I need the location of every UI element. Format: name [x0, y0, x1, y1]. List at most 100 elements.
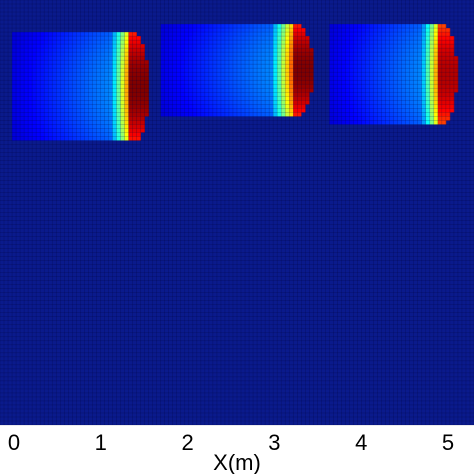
heatmap-cell [437, 88, 443, 93]
heatmap-cell [309, 72, 314, 77]
heatmap-cell [385, 24, 390, 29]
heatmap-cell [132, 52, 137, 57]
heatmap-cell [44, 36, 49, 41]
heatmap-cell [237, 24, 242, 29]
heatmap-cell [445, 48, 451, 53]
heatmap-cell [345, 40, 350, 45]
heatmap-cell [212, 68, 218, 73]
heatmap-cell [40, 104, 45, 109]
heatmap-cell [196, 88, 202, 93]
heatmap-cell [220, 76, 226, 81]
heatmap-cell [168, 60, 174, 65]
heatmap-cell [76, 40, 81, 45]
heatmap-cell [104, 48, 109, 53]
heatmap-cell [389, 92, 394, 97]
heatmap-cell [60, 32, 65, 37]
heatmap-cell [453, 84, 459, 89]
heatmap-cell [76, 84, 81, 89]
heatmap-cell [377, 76, 382, 81]
heatmap-cell [220, 104, 226, 109]
heatmap-cell [413, 120, 419, 125]
heatmap-cell [132, 76, 137, 81]
heatmap-cell [44, 60, 49, 65]
heatmap-cell [397, 88, 402, 93]
heatmap-cell [52, 44, 57, 49]
heatmap-cell [128, 44, 133, 49]
heatmap-cell [413, 48, 419, 53]
heatmap-cell [48, 80, 53, 85]
heatmap-cell [36, 88, 41, 93]
heatmap-cell [184, 68, 190, 73]
heatmap-cell [389, 96, 394, 101]
heatmap-cell [212, 92, 218, 97]
heatmap-cell [124, 68, 129, 73]
heatmap-cell [72, 116, 77, 121]
heatmap-cell [80, 124, 85, 129]
heatmap-cell [120, 80, 125, 85]
heatmap-cell [56, 100, 61, 105]
heatmap-cell [44, 120, 49, 125]
heatmap-cell [405, 48, 411, 53]
heatmap-cell [281, 32, 286, 37]
heatmap-cell [349, 40, 354, 45]
heatmap-cell [301, 48, 306, 53]
heatmap-cell [40, 64, 45, 69]
heatmap-cell [196, 80, 202, 85]
heatmap-cell [237, 48, 242, 53]
heatmap-cell [245, 80, 250, 85]
heatmap-cell [200, 44, 206, 49]
heatmap-cell [249, 76, 254, 81]
heatmap-cell [76, 128, 81, 133]
heatmap-cell [40, 52, 45, 57]
heatmap-cell [369, 84, 374, 89]
heatmap-cell [24, 92, 29, 97]
heatmap-cell [128, 32, 133, 37]
heatmap-cell [373, 104, 378, 109]
heatmap-cell [40, 76, 45, 81]
heatmap-cell [80, 76, 85, 81]
heatmap-cell [72, 56, 77, 61]
heatmap-cell [249, 88, 254, 93]
heatmap-cell [144, 104, 149, 109]
x-tick-label: 2 [181, 430, 193, 455]
heatmap-cell [12, 112, 17, 117]
heatmap-cell [164, 24, 170, 29]
heatmap-cell [365, 88, 370, 93]
heatmap-cell [345, 80, 350, 85]
heatmap-cell [188, 36, 194, 41]
heatmap-cell [329, 52, 334, 57]
heatmap-cell [200, 32, 206, 37]
heatmap-cell [112, 88, 117, 93]
heatmap-cell [16, 76, 21, 81]
heatmap-cell [56, 124, 61, 129]
heatmap-cell [261, 56, 266, 61]
heatmap-cell [389, 36, 394, 41]
heatmap-cell [92, 48, 97, 53]
heatmap-cell [253, 48, 258, 53]
heatmap-cell [381, 36, 386, 41]
heatmap-cell [100, 52, 105, 57]
heatmap-cell [373, 88, 378, 93]
heatmap-cell [305, 76, 310, 81]
heatmap-cell [285, 96, 290, 101]
heatmap-cell [353, 88, 358, 93]
heatmap-cell [32, 120, 37, 125]
heatmap-cell [200, 36, 206, 41]
heatmap-cell [24, 72, 29, 77]
heatmap-cell [449, 60, 455, 65]
heatmap-cell [421, 116, 427, 121]
heatmap-cell [377, 28, 382, 33]
heatmap-cell [441, 96, 447, 101]
heatmap-cell [188, 112, 194, 117]
heatmap-cell [232, 92, 238, 97]
heatmap-cell [52, 56, 57, 61]
heatmap-cell [176, 100, 182, 105]
heatmap-cell [377, 100, 382, 105]
heatmap-cell [365, 52, 370, 57]
heatmap-cell [429, 60, 435, 65]
heatmap-cell [20, 116, 25, 121]
heatmap-cell [192, 68, 198, 73]
heatmap-cell [429, 44, 435, 49]
heatmap-cell [196, 84, 202, 89]
heatmap-cell [220, 44, 226, 49]
